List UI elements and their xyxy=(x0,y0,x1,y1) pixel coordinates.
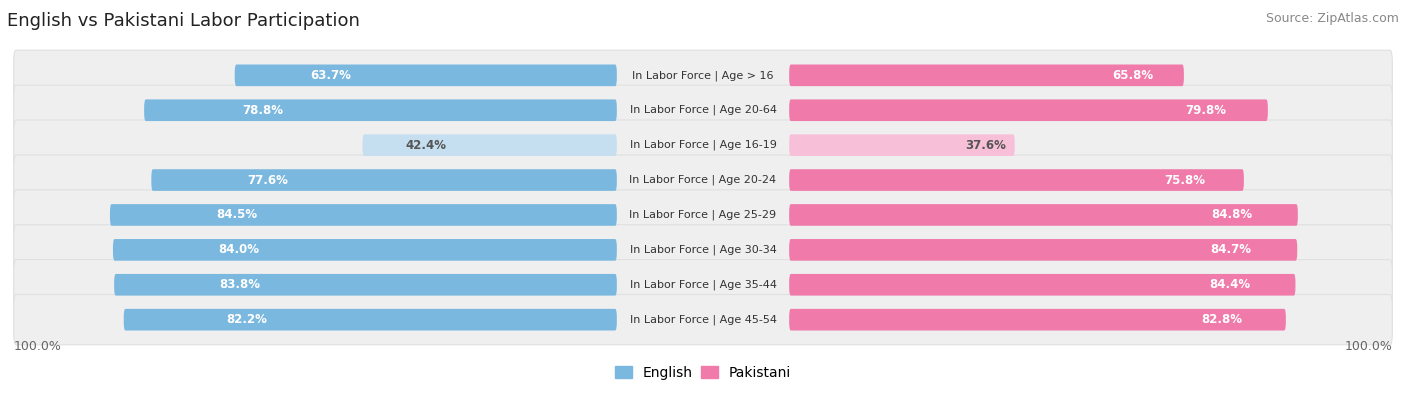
Text: 84.4%: 84.4% xyxy=(1209,278,1250,291)
FancyBboxPatch shape xyxy=(145,100,617,121)
FancyBboxPatch shape xyxy=(110,204,617,226)
Text: 82.2%: 82.2% xyxy=(226,313,267,326)
FancyBboxPatch shape xyxy=(789,309,1286,331)
Text: 63.7%: 63.7% xyxy=(309,69,350,82)
Text: 79.8%: 79.8% xyxy=(1185,104,1226,117)
Text: In Labor Force | Age 20-64: In Labor Force | Age 20-64 xyxy=(630,105,776,115)
Text: 65.8%: 65.8% xyxy=(1112,69,1153,82)
Text: Source: ZipAtlas.com: Source: ZipAtlas.com xyxy=(1265,12,1399,25)
Text: 82.8%: 82.8% xyxy=(1201,313,1241,326)
FancyBboxPatch shape xyxy=(14,225,1392,275)
Text: 83.8%: 83.8% xyxy=(219,278,260,291)
Text: 84.5%: 84.5% xyxy=(217,209,257,222)
FancyBboxPatch shape xyxy=(14,155,1392,205)
Text: 77.6%: 77.6% xyxy=(247,173,288,186)
Text: In Labor Force | Age 45-54: In Labor Force | Age 45-54 xyxy=(630,314,776,325)
FancyBboxPatch shape xyxy=(789,204,1298,226)
Text: 100.0%: 100.0% xyxy=(14,340,62,354)
FancyBboxPatch shape xyxy=(789,274,1295,295)
Text: In Labor Force | Age 20-24: In Labor Force | Age 20-24 xyxy=(630,175,776,185)
Text: English vs Pakistani Labor Participation: English vs Pakistani Labor Participation xyxy=(7,12,360,30)
FancyBboxPatch shape xyxy=(789,64,1184,86)
Text: 84.0%: 84.0% xyxy=(218,243,260,256)
FancyBboxPatch shape xyxy=(14,295,1392,345)
FancyBboxPatch shape xyxy=(14,50,1392,100)
Text: In Labor Force | Age 16-19: In Labor Force | Age 16-19 xyxy=(630,140,776,150)
FancyBboxPatch shape xyxy=(14,85,1392,135)
Text: In Labor Force | Age > 16: In Labor Force | Age > 16 xyxy=(633,70,773,81)
Legend: English, Pakistani: English, Pakistani xyxy=(614,366,792,380)
Text: 100.0%: 100.0% xyxy=(1344,340,1392,354)
Text: In Labor Force | Age 30-34: In Labor Force | Age 30-34 xyxy=(630,245,776,255)
FancyBboxPatch shape xyxy=(789,100,1268,121)
Text: In Labor Force | Age 35-44: In Labor Force | Age 35-44 xyxy=(630,280,776,290)
FancyBboxPatch shape xyxy=(152,169,617,191)
FancyBboxPatch shape xyxy=(14,190,1392,240)
FancyBboxPatch shape xyxy=(114,274,617,295)
Text: 84.7%: 84.7% xyxy=(1211,243,1251,256)
Text: 84.8%: 84.8% xyxy=(1211,209,1253,222)
Text: In Labor Force | Age 25-29: In Labor Force | Age 25-29 xyxy=(630,210,776,220)
FancyBboxPatch shape xyxy=(112,239,617,261)
FancyBboxPatch shape xyxy=(124,309,617,331)
Text: 75.8%: 75.8% xyxy=(1164,173,1205,186)
FancyBboxPatch shape xyxy=(789,169,1244,191)
Text: 37.6%: 37.6% xyxy=(965,139,1005,152)
FancyBboxPatch shape xyxy=(363,134,617,156)
FancyBboxPatch shape xyxy=(789,134,1015,156)
FancyBboxPatch shape xyxy=(14,120,1392,170)
FancyBboxPatch shape xyxy=(235,64,617,86)
Text: 78.8%: 78.8% xyxy=(242,104,283,117)
FancyBboxPatch shape xyxy=(14,260,1392,310)
Text: 42.4%: 42.4% xyxy=(405,139,447,152)
FancyBboxPatch shape xyxy=(789,239,1298,261)
